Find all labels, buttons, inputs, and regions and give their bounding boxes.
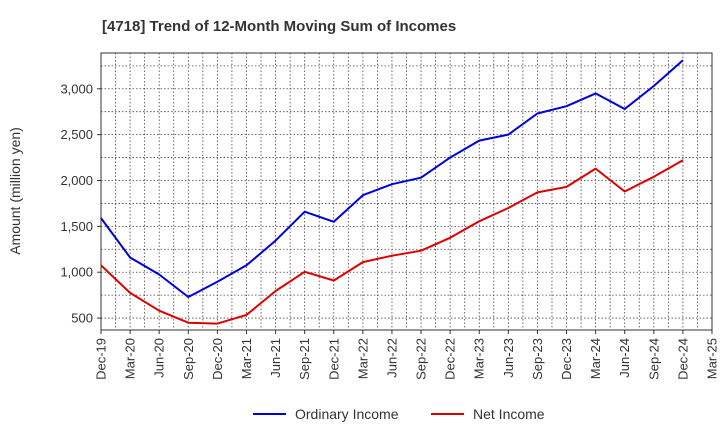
legend-label-ordinary-income: Ordinary Income (295, 406, 399, 422)
x-tick-label: Mar-23 (472, 338, 487, 379)
plot-frame (100, 52, 713, 331)
x-tick-label: Jun-20 (152, 338, 167, 378)
x-tick-label: Mar-25 (705, 338, 720, 379)
grid-lines (100, 53, 713, 330)
x-tick-label: Sep-24 (646, 338, 661, 380)
x-tick-label: Jun-22 (384, 338, 399, 378)
y-tick-label: 1,000 (60, 265, 93, 280)
series-line-ordinary-income (100, 59, 684, 298)
x-tick-label: Dec-20 (210, 338, 225, 380)
x-tick-label: Mar-24 (588, 338, 603, 379)
x-tick-label: Jun-23 (501, 338, 516, 378)
x-tick-label: Dec-24 (675, 338, 690, 380)
x-tick-label: Dec-21 (326, 338, 341, 380)
x-tick-label: Jun-21 (268, 338, 283, 378)
x-tick-label: Dec-22 (443, 338, 458, 380)
y-tick-label: 2,000 (60, 173, 93, 188)
x-tick-label: Mar-22 (355, 338, 370, 379)
legend-label-net-income: Net Income (473, 406, 545, 422)
x-tick-label: Sep-20 (181, 338, 196, 380)
x-tick-label: Dec-23 (559, 338, 574, 380)
axes: 500 1,000 1,500 2,000 2,500 3,000 Dec-19 Mar-20… (60, 52, 720, 380)
y-axis-label: Amount (million yen) (7, 127, 23, 255)
y-tick-label: 2,500 (60, 127, 93, 142)
y-tick-label: 500 (71, 311, 93, 326)
chart-title: [4718] Trend of 12-Month Moving Sum of I… (102, 18, 456, 35)
x-tick-label: Mar-20 (123, 338, 138, 379)
y-tick-label: 1,500 (60, 219, 93, 234)
x-tick-label: Sep-23 (530, 338, 545, 380)
y-tick-label: 3,000 (60, 81, 93, 96)
legend: Ordinary Income Net Income (253, 406, 545, 422)
x-tick-label: Jun-24 (617, 338, 632, 378)
x-tick-label: Mar-21 (239, 338, 254, 379)
x-tick-label: Sep-22 (414, 338, 429, 380)
x-tick-label: Dec-19 (94, 338, 109, 380)
x-tick-label: Sep-21 (297, 338, 312, 380)
series-lines (100, 59, 684, 325)
series-line-net-income (100, 159, 684, 325)
